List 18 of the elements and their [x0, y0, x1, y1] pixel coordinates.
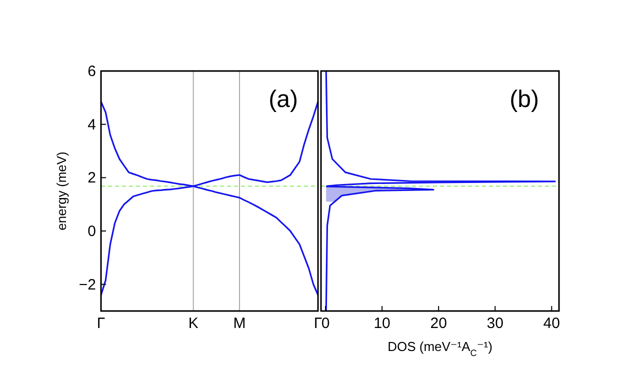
y-axis-title: energy (meV) [54, 152, 69, 230]
x-tick-label: 20 [430, 315, 447, 332]
x-tick-label: M [233, 315, 246, 332]
y-tick-label: 4 [88, 116, 96, 134]
x-tick-label: Γ [96, 315, 106, 332]
annotation: (b) [510, 86, 539, 113]
x-tick-label: 40 [543, 315, 560, 332]
y-tick-label: 2 [88, 170, 96, 187]
x-tick-label: 30 [486, 315, 504, 332]
y-tick-label: 6 [88, 63, 96, 80]
x-tick-label: Γ [314, 315, 322, 332]
x-tick-label: 0 [321, 315, 330, 332]
x-tick-label: K [188, 315, 198, 332]
y-tick-label: 0 [88, 223, 96, 240]
x-axis-title: DOS (meV⁻¹A$_{C}$⁻¹) [388, 339, 492, 358]
annotation: (a) [268, 86, 298, 113]
x-tick-label: 10 [374, 315, 390, 332]
y-tick-label: −2 [78, 276, 96, 294]
